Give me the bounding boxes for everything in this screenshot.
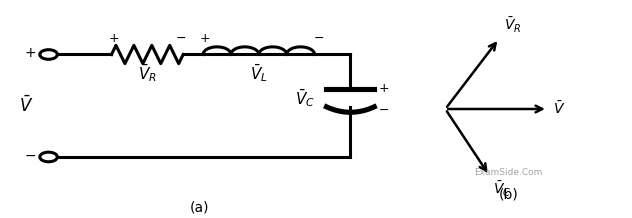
Text: +: + [379,82,389,95]
Text: (b): (b) [499,188,519,202]
Text: $\bar{V}_R$: $\bar{V}_R$ [138,62,157,84]
Text: +: + [200,32,210,45]
Text: ExamSide.Com: ExamSide.Com [475,168,543,177]
Text: −: − [24,149,36,163]
Text: +: + [24,46,36,60]
Text: −: − [313,32,324,45]
Text: −: − [379,104,389,117]
Text: $\bar{V}$: $\bar{V}$ [552,100,565,118]
Text: $\bar{V}$: $\bar{V}$ [20,95,34,116]
Text: +: + [108,32,119,45]
Text: (a): (a) [190,200,209,214]
Text: −: − [176,32,186,45]
Text: $\bar{V}_C$: $\bar{V}_C$ [295,87,315,109]
Text: $\bar{V}_L$: $\bar{V}_L$ [250,62,268,84]
Text: $\bar{V}_C$: $\bar{V}_C$ [493,180,511,199]
Text: $\bar{V}_R$: $\bar{V}_R$ [504,16,521,35]
